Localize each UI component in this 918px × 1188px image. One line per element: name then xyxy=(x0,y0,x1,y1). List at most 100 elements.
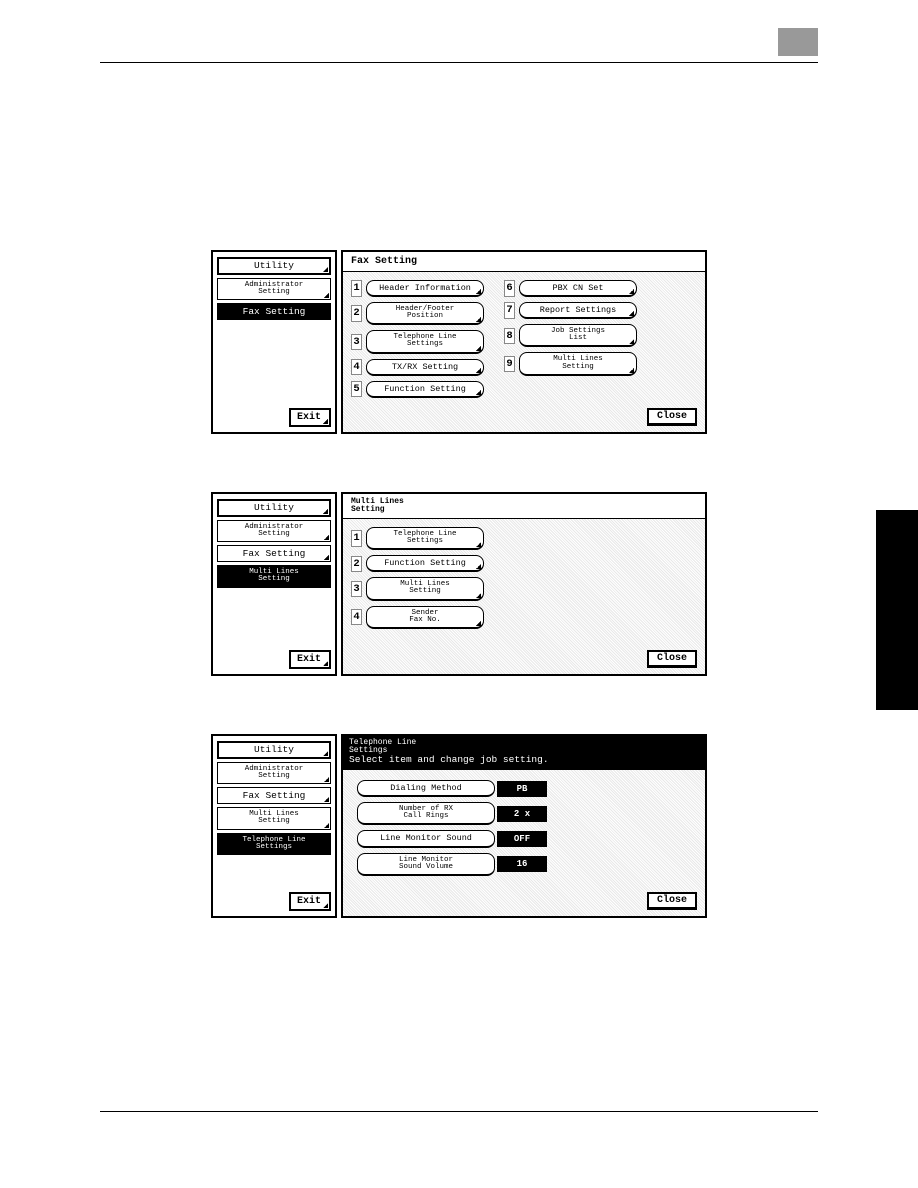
exit-button[interactable]: Exit xyxy=(289,408,331,427)
setting-label-button[interactable]: Line Monitor Sound Volume xyxy=(357,853,495,876)
sidebar-utility[interactable]: Utility xyxy=(217,741,331,759)
sidebar-admin[interactable]: Administrator Setting xyxy=(217,762,331,784)
menu-item: 8Job Settings List xyxy=(504,324,637,347)
sidebar-utility[interactable]: Utility xyxy=(217,499,331,517)
menu-number: 2 xyxy=(351,305,362,322)
corner-icon xyxy=(324,797,329,802)
setting-value: 16 xyxy=(497,856,547,872)
menu-number: 3 xyxy=(351,581,362,598)
close-button[interactable]: Close xyxy=(647,408,697,426)
menu-button[interactable]: Telephone Line Settings xyxy=(366,527,484,550)
screenshot-1: Utility Administrator Setting Fax Settin… xyxy=(211,250,707,434)
corner-icon xyxy=(476,390,481,395)
title-line2: Select item and change job setting. xyxy=(349,755,699,765)
label: Utility xyxy=(254,260,294,271)
setting-label-button[interactable]: Number of RX Call Rings xyxy=(357,802,495,825)
menu-button[interactable]: Function Setting xyxy=(366,381,484,398)
menu-number: 2 xyxy=(351,556,362,573)
setting-value: PB xyxy=(497,781,547,797)
menu-col: 1Telephone Line Settings 2Function Settin… xyxy=(351,527,697,629)
menu-button[interactable]: Header/Footer Position xyxy=(366,302,484,325)
corner-icon xyxy=(324,777,329,782)
sidebar-fax-setting[interactable]: Fax Setting xyxy=(217,545,331,563)
label: Multi Lines Setting xyxy=(249,568,299,583)
menu-item: 1Header Information xyxy=(351,280,484,297)
menu-button[interactable]: Header Information xyxy=(366,280,484,297)
menu-item: 3Multi Lines Setting xyxy=(351,577,697,600)
menu-number: 4 xyxy=(351,609,362,626)
menu-number: 9 xyxy=(504,356,515,373)
corner-icon xyxy=(323,661,328,666)
menu-number: 8 xyxy=(504,328,515,345)
label: Multi Lines Setting xyxy=(249,810,299,825)
menu-col-right: 6PBX CN Set7Report Settings8Job Settings… xyxy=(504,280,637,398)
menu-number: 1 xyxy=(351,280,362,297)
screenshot-3: Utility Administrator Setting Fax Settin… xyxy=(211,734,707,918)
exit-button[interactable]: Exit xyxy=(289,892,331,911)
corner-icon xyxy=(323,509,328,514)
corner-icon xyxy=(324,293,329,298)
sidebar-telephone-line[interactable]: Telephone Line Settings xyxy=(217,833,331,855)
corner-icon xyxy=(324,535,329,540)
menu-item: 5Function Setting xyxy=(351,381,484,398)
menu-item: 2Header/Footer Position xyxy=(351,302,484,325)
panel-title-bar: Telephone Line Settings Select item and … xyxy=(343,736,705,769)
setting-label-button[interactable]: Dialing Method xyxy=(357,780,495,797)
sidebar-multi-lines[interactable]: Multi Lines Setting xyxy=(217,807,331,829)
setting-label-button[interactable]: Line Monitor Sound xyxy=(357,830,495,847)
menu-item: 6PBX CN Set xyxy=(504,280,637,297)
panel-title: Multi Lines Setting xyxy=(343,494,705,518)
settings-rows: Dialing MethodPBNumber of RX Call Rings2… xyxy=(351,778,697,876)
menu-item: 2Function Setting xyxy=(351,555,697,572)
rule-bottom xyxy=(100,1111,818,1112)
panel-body: 1Header Information2Header/Footer Positi… xyxy=(343,271,705,432)
label: Utility xyxy=(254,502,294,513)
label: Exit xyxy=(297,896,321,907)
corner-icon xyxy=(476,368,481,373)
menu-button[interactable]: Function Setting xyxy=(366,555,484,572)
menu-button[interactable]: Telephone Line Settings xyxy=(366,330,484,353)
label: Exit xyxy=(297,654,321,665)
menu-button[interactable]: Sender Fax No. xyxy=(366,606,484,629)
corner-icon xyxy=(629,368,634,373)
menu-number: 3 xyxy=(351,334,362,351)
settings-row: Line Monitor SoundOFF xyxy=(357,830,697,847)
corner-icon xyxy=(476,289,481,294)
sidebar-fax-setting[interactable]: Fax Setting xyxy=(217,787,331,805)
sidebar: Utility Administrator Setting Fax Settin… xyxy=(211,492,337,676)
close-button[interactable]: Close xyxy=(647,650,697,668)
menu-button[interactable]: TX/RX Setting xyxy=(366,359,484,376)
sidebar-utility[interactable]: Utility xyxy=(217,257,331,275)
corner-icon xyxy=(323,903,328,908)
corner-icon xyxy=(324,555,329,560)
sidebar-admin[interactable]: Administrator Setting xyxy=(217,278,331,300)
menu-button[interactable]: Multi Lines Setting xyxy=(366,577,484,600)
setting-value: 2 x xyxy=(497,806,547,822)
menu-button[interactable]: Report Settings xyxy=(519,302,637,319)
menu-button[interactable]: Multi Lines Setting xyxy=(519,352,637,375)
menu-number: 6 xyxy=(504,280,515,297)
menu-number: 7 xyxy=(504,302,515,319)
corner-icon xyxy=(476,593,481,598)
menu-number: 4 xyxy=(351,359,362,376)
menu-button[interactable]: PBX CN Set xyxy=(519,280,637,297)
exit-button[interactable]: Exit xyxy=(289,650,331,669)
corner-icon xyxy=(324,823,329,828)
close-button[interactable]: Close xyxy=(647,892,697,910)
menu-item: 1Telephone Line Settings xyxy=(351,527,697,550)
sidebar-multi-lines[interactable]: Multi Lines Setting xyxy=(217,565,331,587)
side-black-tab xyxy=(876,510,918,710)
label: Fax Setting xyxy=(243,790,306,801)
corner-icon xyxy=(323,419,328,424)
page: Utility Administrator Setting Fax Settin… xyxy=(0,0,918,1188)
corner-icon xyxy=(476,346,481,351)
menu-button[interactable]: Job Settings List xyxy=(519,324,637,347)
menu-number: 5 xyxy=(351,381,362,398)
sidebar-admin[interactable]: Administrator Setting xyxy=(217,520,331,542)
label: Fax Setting xyxy=(243,306,306,317)
corner-icon xyxy=(323,751,328,756)
sidebar-fax-setting[interactable]: Fax Setting xyxy=(217,303,331,321)
label: Administrator Setting xyxy=(245,523,304,538)
label: Administrator Setting xyxy=(245,281,304,296)
corner-icon xyxy=(476,621,481,626)
